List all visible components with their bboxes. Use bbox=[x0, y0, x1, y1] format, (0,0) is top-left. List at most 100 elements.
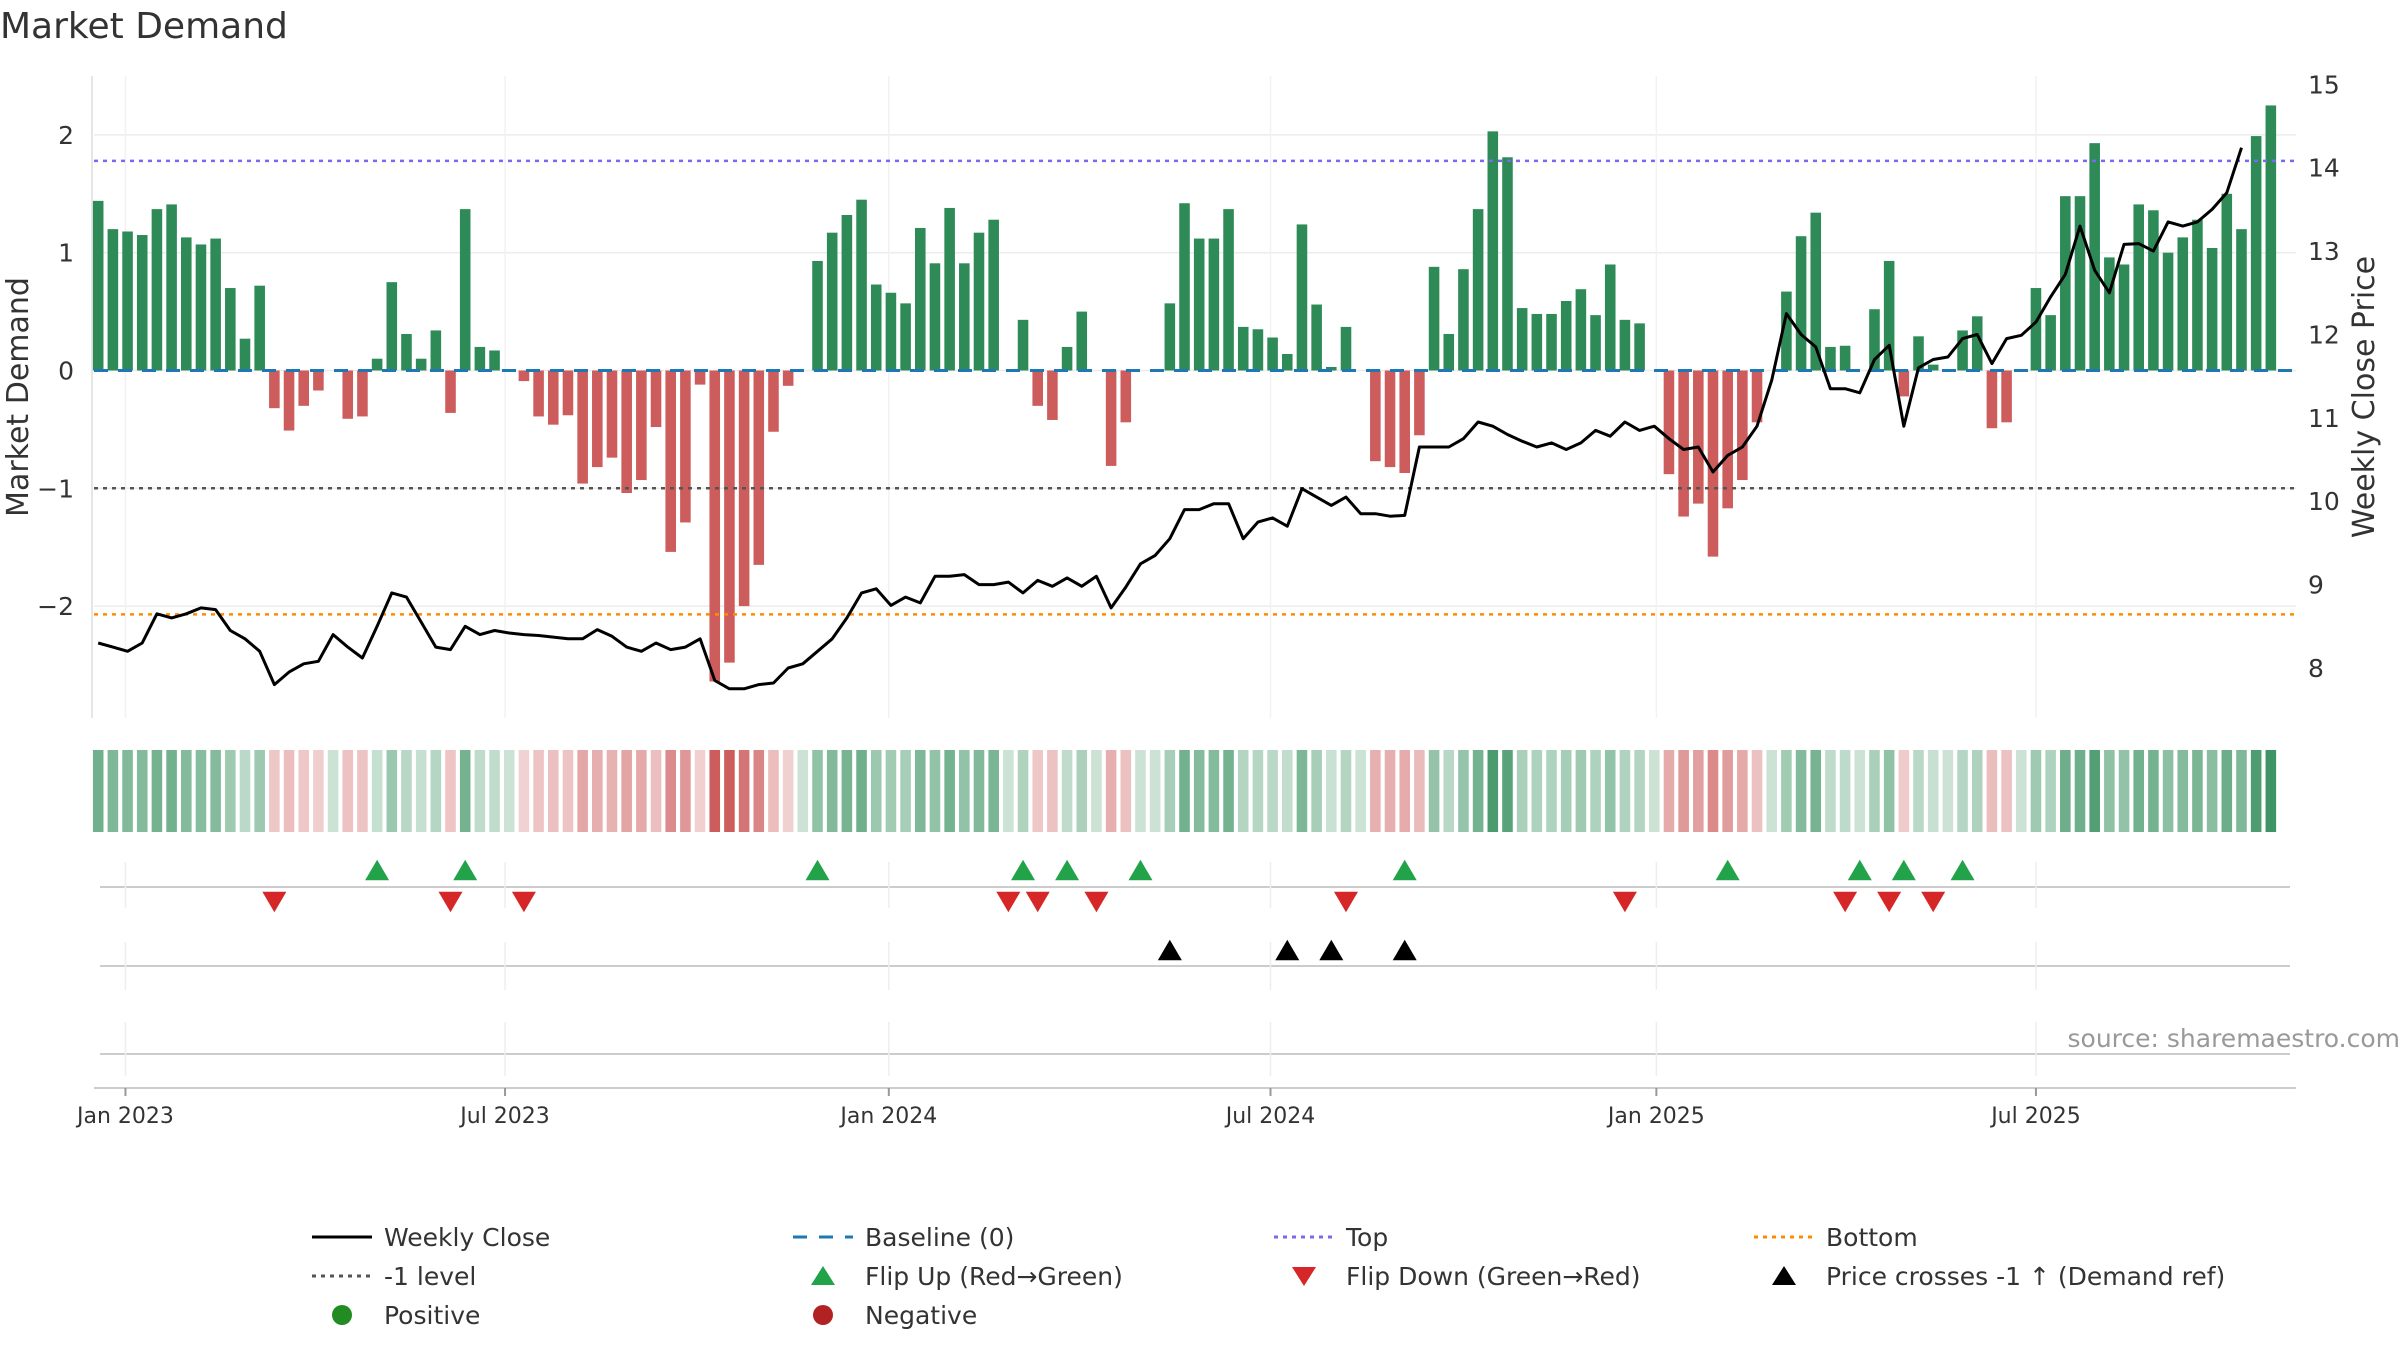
demand-bar bbox=[2148, 210, 2159, 370]
demand-bar bbox=[1884, 261, 1895, 371]
demand-bar bbox=[709, 370, 720, 681]
heat-strip-cell bbox=[739, 750, 750, 832]
heat-strip-cell bbox=[2075, 750, 2086, 832]
demand-bar bbox=[930, 263, 941, 370]
heat-strip-cell bbox=[709, 750, 720, 832]
heat-strip-cell bbox=[519, 750, 530, 832]
heat-strip-cell bbox=[1355, 750, 1366, 832]
heat-strip-cell bbox=[1693, 750, 1704, 832]
x-tick-label: Jan 2024 bbox=[838, 1104, 937, 1129]
demand-bar bbox=[1546, 314, 1557, 371]
demand-bar bbox=[475, 347, 486, 371]
heat-strip-cell bbox=[1165, 750, 1176, 832]
heat-strip-cell bbox=[1796, 750, 1807, 832]
heat-strip-cell bbox=[1899, 750, 1910, 832]
heat-strip-cell bbox=[1121, 750, 1132, 832]
heat-strip-cell bbox=[665, 750, 676, 832]
heat-strip-cell bbox=[1502, 750, 1513, 832]
demand-bar bbox=[1429, 267, 1440, 371]
demand-bar bbox=[1385, 370, 1396, 467]
heat-strip-cell bbox=[1532, 750, 1543, 832]
flip-up-marker bbox=[1951, 860, 1975, 880]
source-credit: source: sharemaestro.com bbox=[2068, 1024, 2400, 1053]
heat-strip-cell bbox=[1752, 750, 1763, 832]
heat-strip-cell bbox=[1620, 750, 1631, 832]
demand-bar bbox=[1399, 370, 1410, 472]
demand-bar bbox=[1370, 370, 1381, 461]
heat-strip-cell bbox=[401, 750, 412, 832]
demand-bar bbox=[357, 370, 368, 416]
heat-strip-cell bbox=[2060, 750, 2071, 832]
demand-bar bbox=[1634, 323, 1645, 370]
demand-bar bbox=[1047, 370, 1058, 419]
demand-bar bbox=[489, 350, 500, 370]
heat-strip-cell bbox=[2045, 750, 2056, 832]
demand-bar bbox=[842, 215, 853, 370]
heat-strip-cell bbox=[827, 750, 838, 832]
heat-strip-cell bbox=[1664, 750, 1675, 832]
demand-bar bbox=[137, 235, 148, 370]
demand-bar bbox=[1253, 329, 1264, 370]
heat-strip-cell bbox=[915, 750, 926, 832]
heat-strip-cell bbox=[1282, 750, 1293, 832]
heat-strip-cell bbox=[2177, 750, 2188, 832]
heat-strip-cell bbox=[2236, 750, 2247, 832]
heat-strip-cell bbox=[445, 750, 456, 832]
heat-strip-cell bbox=[137, 750, 148, 832]
chart-title: Market Demand bbox=[0, 6, 288, 47]
heat-strip-cell bbox=[988, 750, 999, 832]
demand-bar bbox=[1899, 370, 1910, 396]
legend-label: Positive bbox=[384, 1301, 480, 1330]
demand-bar bbox=[519, 370, 530, 381]
legend-label: Flip Down (Green→Red) bbox=[1346, 1262, 1641, 1291]
legend-label: Price crosses -1 ↑ (Demand ref) bbox=[1826, 1262, 2225, 1291]
heat-strip-cell bbox=[607, 750, 618, 832]
heat-strip-cell bbox=[416, 750, 427, 832]
heat-strip-cell bbox=[812, 750, 823, 832]
demand-bar bbox=[2222, 194, 2233, 371]
flip-down-marker bbox=[1877, 892, 1901, 912]
demand-bar bbox=[1590, 315, 1601, 370]
heat-strip-cell bbox=[1047, 750, 1058, 832]
demand-bar bbox=[1209, 239, 1220, 371]
legend-label: Weekly Close bbox=[384, 1223, 550, 1252]
heat-strip-cell bbox=[1957, 750, 1968, 832]
demand-bar bbox=[577, 370, 588, 483]
demand-bar bbox=[225, 288, 236, 370]
demand-bar bbox=[1825, 347, 1836, 371]
heat-strip-cell bbox=[1032, 750, 1043, 832]
heat-strip-cell bbox=[1840, 750, 1851, 832]
demand-bar bbox=[152, 209, 163, 370]
demand-bar bbox=[974, 233, 985, 371]
heat-strip-cell bbox=[313, 750, 324, 832]
demand-bar bbox=[401, 334, 412, 371]
flip-up-marker bbox=[1393, 860, 1417, 880]
demand-bar bbox=[563, 370, 574, 415]
legend-label: Bottom bbox=[1826, 1223, 1918, 1252]
legend-entry: Positive bbox=[332, 1301, 480, 1330]
heat-strip-cell bbox=[548, 750, 559, 832]
flip-down-marker bbox=[262, 892, 286, 912]
y-tick-label: −1 bbox=[37, 474, 74, 503]
flip-up-marker bbox=[806, 860, 830, 880]
heat-strip-cell bbox=[431, 750, 442, 832]
demand-bar bbox=[621, 370, 632, 493]
heat-strip-cell bbox=[1781, 750, 1792, 832]
heat-strip-cell bbox=[489, 750, 500, 832]
legend-label: Baseline (0) bbox=[865, 1223, 1014, 1252]
flip-up-marker bbox=[1055, 860, 1079, 880]
y-tick-label: 2 bbox=[58, 121, 74, 150]
heat-strip-cell bbox=[2222, 750, 2233, 832]
heat-strip-cell bbox=[2266, 750, 2277, 832]
heat-strip-cell bbox=[1414, 750, 1425, 832]
demand-bar bbox=[445, 370, 456, 412]
demand-bar bbox=[1532, 314, 1543, 371]
demand-bar bbox=[856, 200, 867, 371]
heat-strip-cell bbox=[1018, 750, 1029, 832]
heat-strip-cell bbox=[1209, 750, 1220, 832]
legend-entry: Negative bbox=[813, 1301, 977, 1330]
heat-strip-cell bbox=[974, 750, 985, 832]
heat-strip-cell bbox=[1106, 750, 1117, 832]
heat-strip-cell bbox=[460, 750, 471, 832]
heat-strip-cell bbox=[475, 750, 486, 832]
